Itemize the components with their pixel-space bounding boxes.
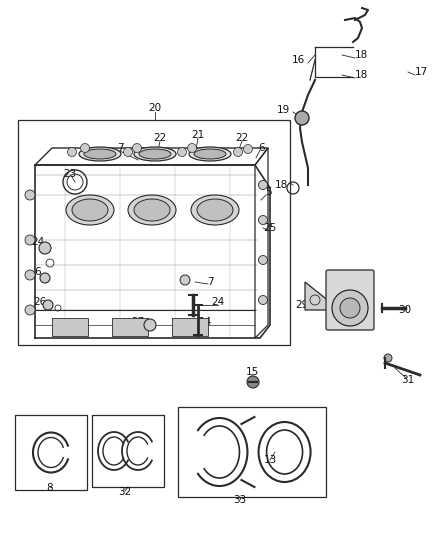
Text: 18: 18 bbox=[355, 70, 368, 80]
Text: 24: 24 bbox=[212, 297, 225, 307]
Text: 14: 14 bbox=[198, 317, 212, 327]
Circle shape bbox=[244, 144, 252, 154]
Text: 18: 18 bbox=[275, 180, 288, 190]
Text: 21: 21 bbox=[191, 130, 205, 140]
Ellipse shape bbox=[79, 147, 121, 161]
Circle shape bbox=[258, 215, 268, 224]
Ellipse shape bbox=[84, 149, 116, 159]
Circle shape bbox=[25, 235, 35, 245]
Text: 25: 25 bbox=[263, 223, 277, 233]
Circle shape bbox=[25, 190, 35, 200]
Text: 26: 26 bbox=[33, 297, 46, 307]
Ellipse shape bbox=[128, 195, 176, 225]
Text: 20: 20 bbox=[148, 103, 162, 113]
Circle shape bbox=[258, 295, 268, 304]
Text: 28: 28 bbox=[353, 310, 367, 320]
Circle shape bbox=[144, 319, 156, 331]
Ellipse shape bbox=[194, 149, 226, 159]
Bar bbox=[15, 415, 87, 490]
Circle shape bbox=[295, 111, 309, 125]
Circle shape bbox=[247, 376, 259, 388]
Text: 16: 16 bbox=[292, 55, 305, 65]
Text: 23: 23 bbox=[64, 169, 77, 179]
Text: 30: 30 bbox=[399, 305, 412, 315]
Circle shape bbox=[81, 143, 89, 152]
Ellipse shape bbox=[66, 195, 114, 225]
Bar bbox=[112, 318, 148, 336]
Text: 22: 22 bbox=[235, 133, 249, 143]
Text: 17: 17 bbox=[415, 67, 428, 77]
Text: 18: 18 bbox=[355, 50, 368, 60]
Circle shape bbox=[177, 148, 187, 157]
Text: 6: 6 bbox=[259, 143, 265, 153]
Circle shape bbox=[187, 143, 197, 152]
Text: 31: 31 bbox=[401, 375, 415, 385]
Polygon shape bbox=[305, 282, 340, 310]
Text: 24: 24 bbox=[32, 237, 45, 247]
Circle shape bbox=[384, 354, 392, 362]
Circle shape bbox=[25, 305, 35, 315]
Circle shape bbox=[340, 298, 360, 318]
Ellipse shape bbox=[139, 149, 171, 159]
Bar bbox=[172, 318, 208, 336]
Circle shape bbox=[67, 148, 77, 157]
Circle shape bbox=[258, 181, 268, 190]
Ellipse shape bbox=[189, 147, 231, 161]
Text: 33: 33 bbox=[233, 495, 247, 505]
Circle shape bbox=[258, 255, 268, 264]
Bar bbox=[18, 120, 290, 345]
Circle shape bbox=[43, 300, 53, 310]
Circle shape bbox=[25, 270, 35, 280]
Text: 13: 13 bbox=[263, 455, 277, 465]
Bar bbox=[52, 318, 88, 336]
Bar bbox=[92, 415, 164, 487]
Text: 6: 6 bbox=[35, 267, 41, 277]
Text: 29: 29 bbox=[295, 300, 309, 310]
Text: 19: 19 bbox=[277, 105, 290, 115]
Text: 32: 32 bbox=[118, 487, 132, 497]
Ellipse shape bbox=[72, 199, 108, 221]
Text: 7: 7 bbox=[207, 277, 213, 287]
Circle shape bbox=[40, 273, 50, 283]
Text: 27: 27 bbox=[131, 317, 145, 327]
FancyBboxPatch shape bbox=[326, 270, 374, 330]
Circle shape bbox=[133, 143, 141, 152]
Ellipse shape bbox=[191, 195, 239, 225]
Text: 5: 5 bbox=[265, 187, 271, 197]
Circle shape bbox=[332, 290, 368, 326]
Circle shape bbox=[233, 148, 243, 157]
Circle shape bbox=[180, 275, 190, 285]
Text: 22: 22 bbox=[153, 133, 166, 143]
Ellipse shape bbox=[134, 147, 176, 161]
Text: 15: 15 bbox=[245, 367, 258, 377]
Text: 8: 8 bbox=[47, 483, 53, 493]
Ellipse shape bbox=[197, 199, 233, 221]
Bar bbox=[178, 407, 326, 497]
Circle shape bbox=[124, 148, 133, 157]
Circle shape bbox=[39, 242, 51, 254]
Text: 7: 7 bbox=[117, 143, 124, 153]
Ellipse shape bbox=[134, 199, 170, 221]
